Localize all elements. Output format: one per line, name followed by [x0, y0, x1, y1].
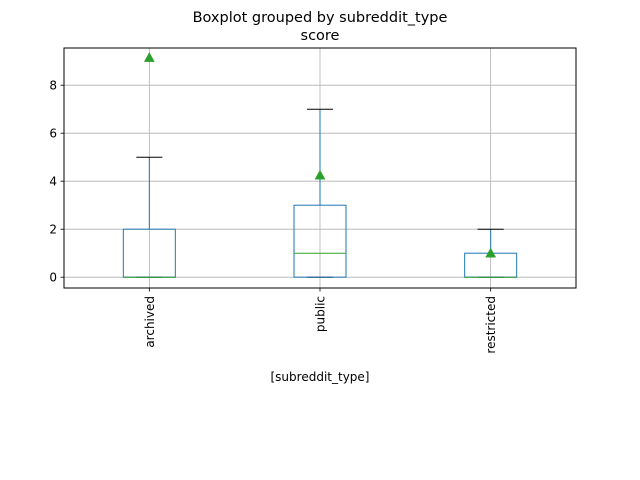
tick-layer: 0 2 4 6 8 archived public restricted — [49, 79, 498, 354]
y-tick-label: 6 — [49, 127, 57, 141]
mean-marker — [485, 247, 497, 258]
x-axis-label: [subreddit_type] — [271, 370, 370, 384]
mean-marker — [314, 169, 326, 180]
mean-marker — [143, 52, 155, 62]
chart-title: Boxplot grouped by subreddit_type — [193, 10, 448, 26]
y-tick-label: 0 — [49, 271, 57, 285]
y-tick-label: 8 — [49, 79, 57, 93]
box-layer — [122, 52, 518, 278]
x-tick-label: archived — [143, 296, 157, 348]
y-tick-label: 4 — [49, 175, 57, 189]
chart-subtitle: score — [301, 28, 340, 44]
x-tick-label: restricted — [484, 296, 498, 354]
x-tick-label: public — [314, 296, 328, 332]
box-body — [293, 204, 347, 278]
y-tick-label: 2 — [49, 223, 57, 237]
